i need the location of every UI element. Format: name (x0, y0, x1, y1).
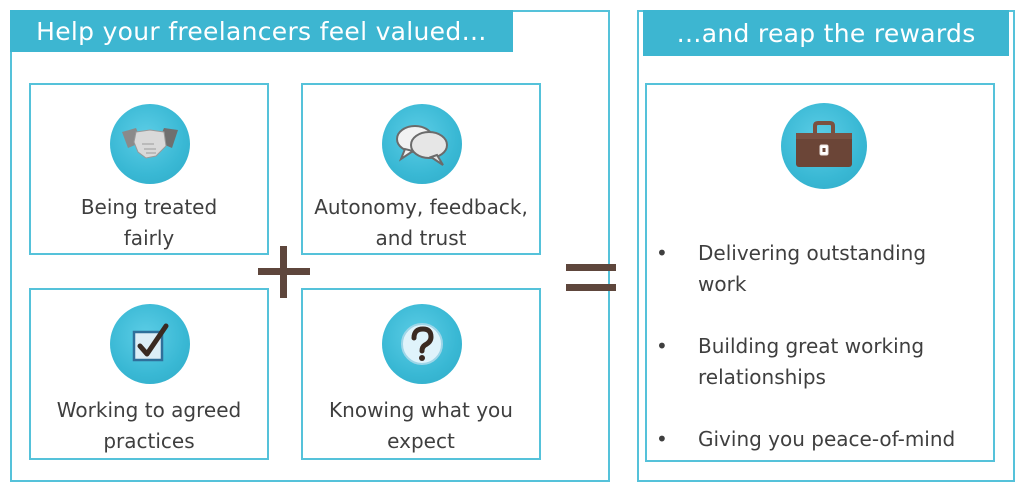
bullet-dot: • (656, 334, 668, 358)
rewards-card (645, 83, 995, 462)
card-label: Autonomy, feedback, and trust (314, 195, 528, 250)
card-autonomy-feedback-trust: Autonomy, feedback, and trust (301, 83, 541, 255)
handshake-icon (110, 104, 190, 184)
list-item: • Giving you peace-of-mind (648, 424, 988, 455)
right-section-title: …and reap the rewards (643, 10, 1009, 56)
reward-text: Building great working relationships (698, 334, 925, 389)
bullet-dot: • (656, 427, 668, 451)
list-item: • Building great working relationships (648, 331, 988, 393)
speech-bubbles-icon (382, 104, 462, 184)
reward-text: Giving you peace-of-mind (698, 427, 956, 451)
card-being-treated-fairly: Being treated fairly (29, 83, 269, 255)
card-label: Working to agreed practices (56, 398, 242, 453)
equals-icon (566, 264, 616, 292)
left-section-title: Help your freelancers feel valued… (10, 10, 513, 52)
plus-icon (258, 246, 310, 298)
briefcase-icon (781, 103, 867, 189)
equals-top-bar (566, 264, 616, 271)
plus-vertical-bar (280, 246, 287, 298)
reward-text: Delivering outstanding work (698, 241, 927, 296)
rewards-list: • Delivering outstanding work • Building… (648, 238, 988, 455)
checkbox-icon (110, 304, 190, 384)
card-knowing-what-you-expect: Knowing what you expect (301, 288, 541, 460)
list-item: • Delivering outstanding work (648, 238, 988, 300)
equals-bottom-bar (566, 284, 616, 291)
card-label: Being treated fairly (80, 195, 218, 250)
question-mark-icon (382, 304, 462, 384)
card-label: Knowing what you expect (329, 398, 513, 453)
card-working-to-agreed-practices: Working to agreed practices (29, 288, 269, 460)
bullet-dot: • (656, 241, 668, 265)
